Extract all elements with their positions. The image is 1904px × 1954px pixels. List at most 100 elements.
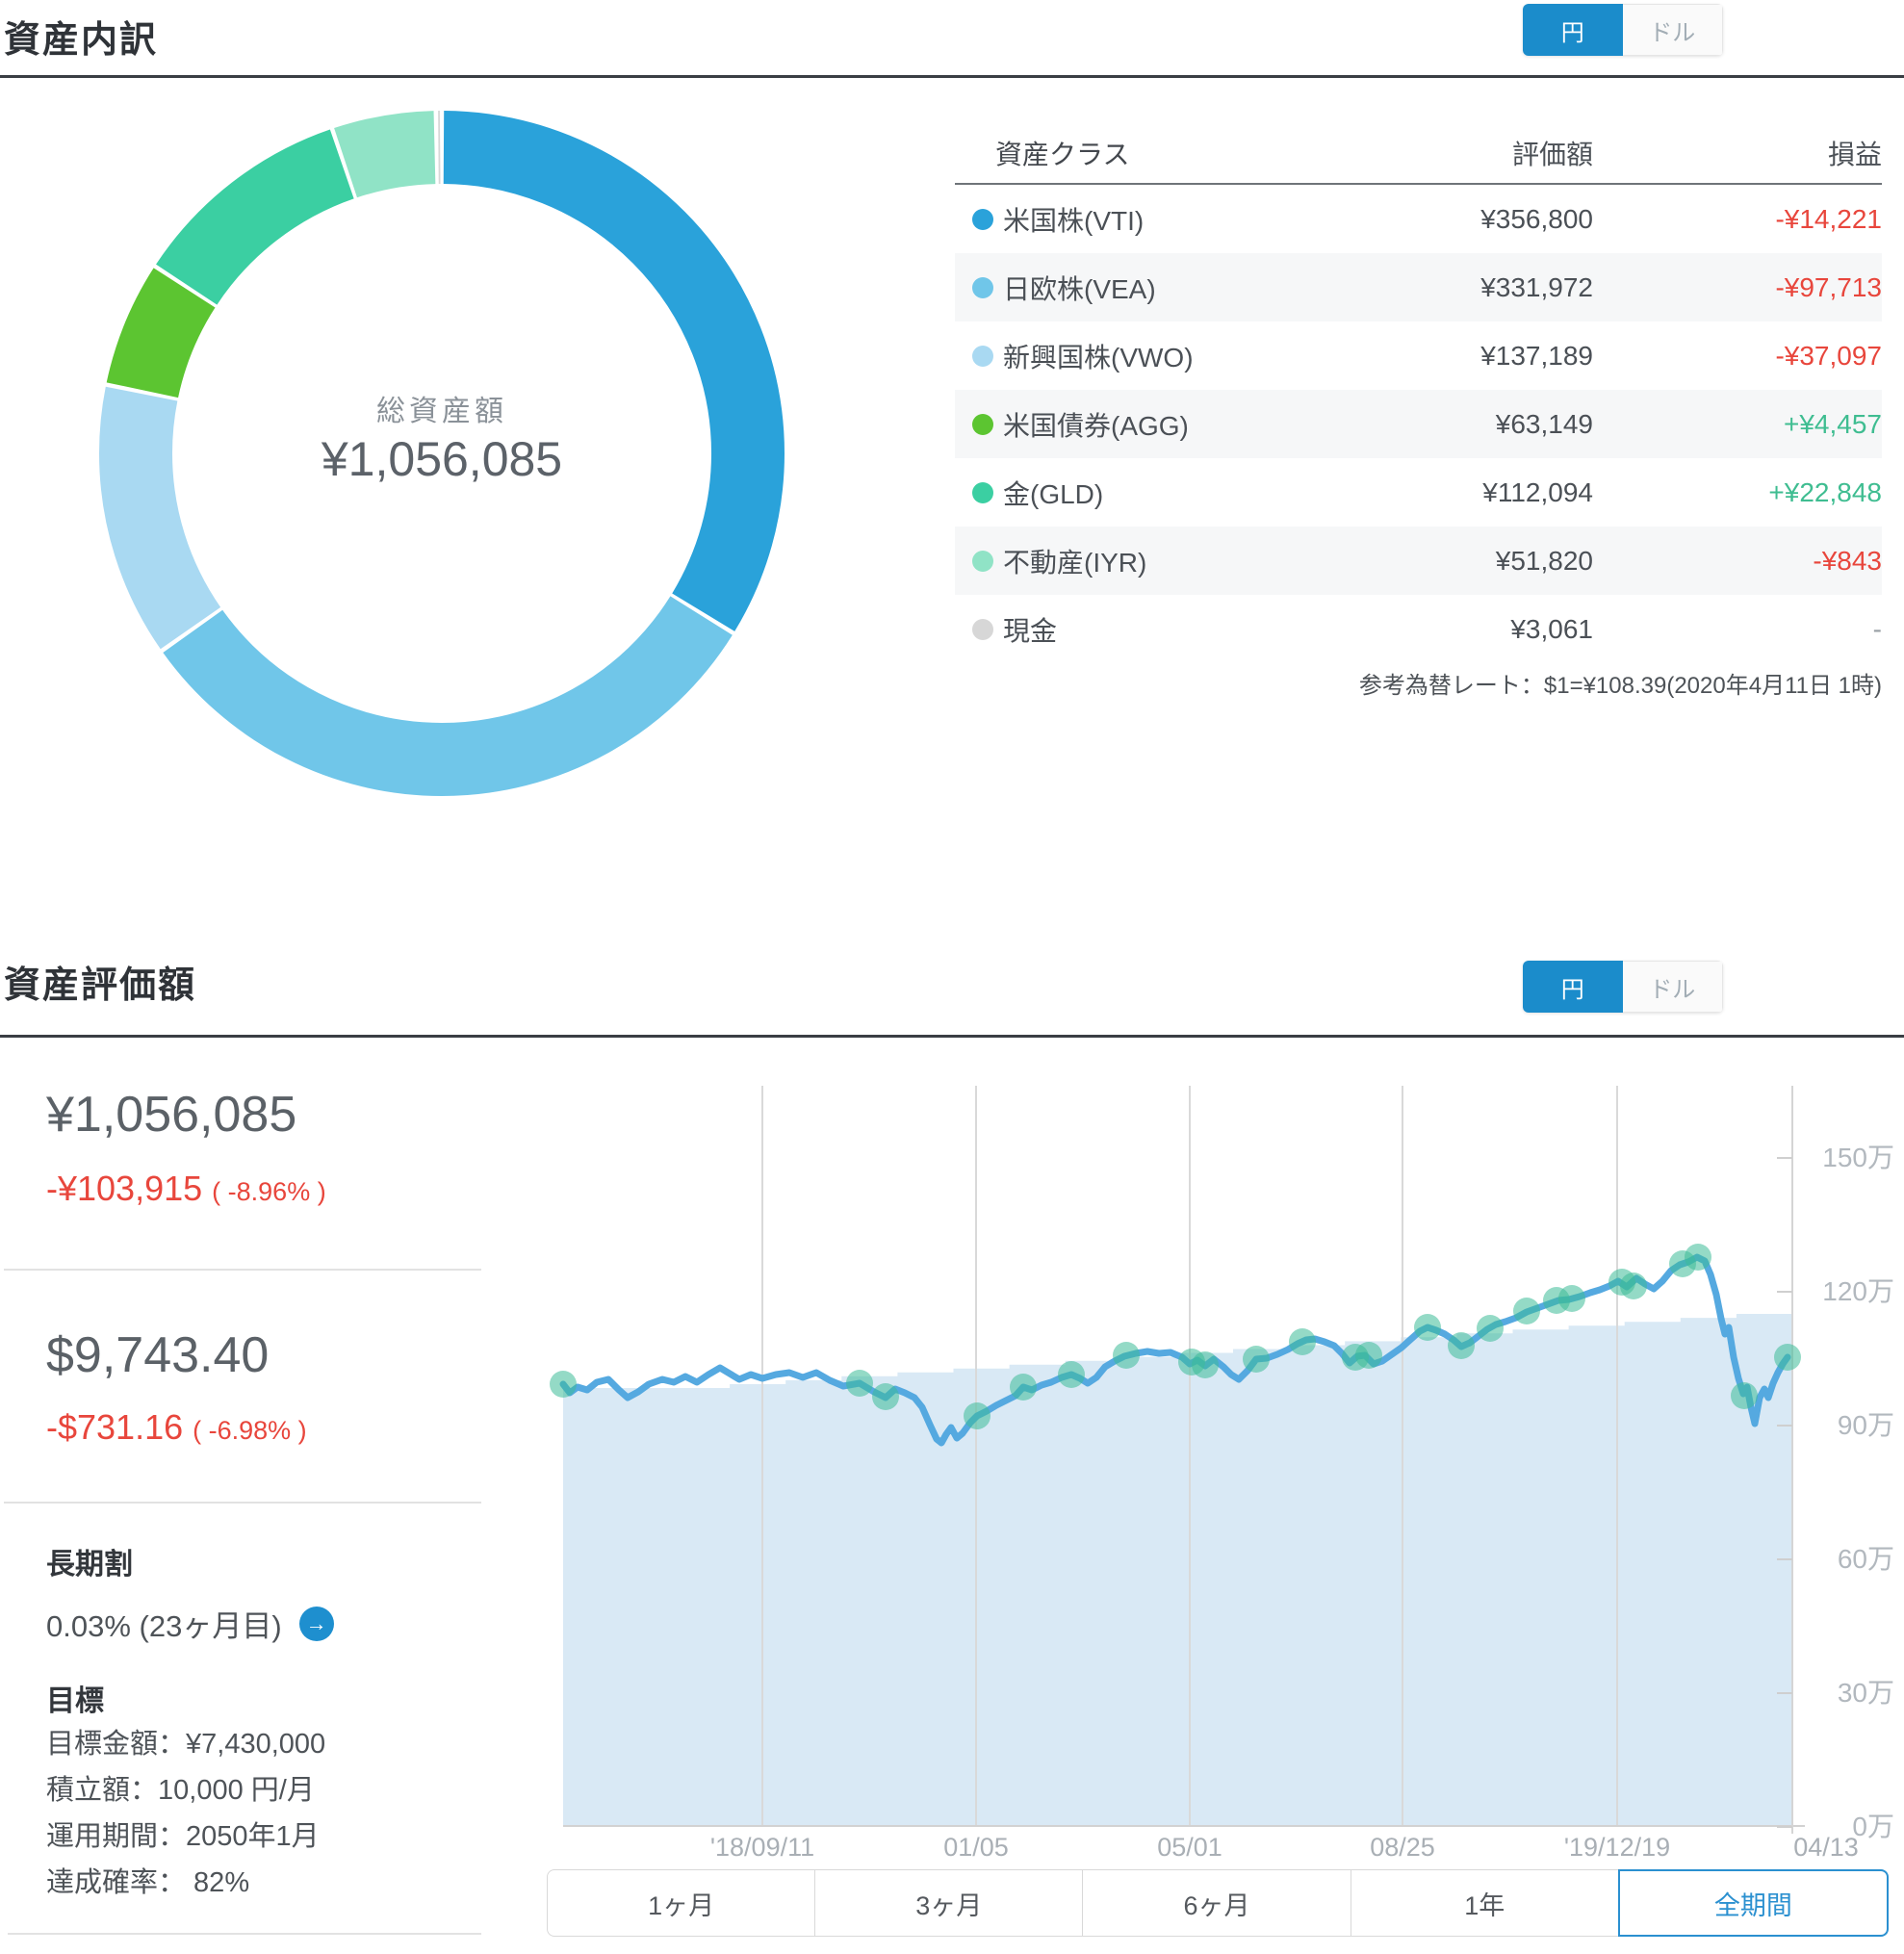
asset-class-label: 不動産(IYR) xyxy=(1003,547,1147,578)
asset-valuation: ¥356,800 xyxy=(1480,203,1593,234)
asset-table-rows: 米国株(VTI) ¥356,800 -¥14,221 日欧株(VEA) ¥331,972… xyxy=(955,185,1882,663)
y-tick-label: 0万 xyxy=(1852,1812,1894,1841)
range-button-全期間[interactable]: 全期間 xyxy=(1617,1869,1890,1937)
col-valuation: 評価額 xyxy=(1511,140,1593,169)
y-tick-label: 90万 xyxy=(1838,1410,1894,1440)
stats-divider xyxy=(8,1933,481,1935)
goal-amount: 目標金額：¥7,430,000 xyxy=(46,1729,326,1760)
toggle-dollar-button[interactable]: ドル xyxy=(1622,961,1723,1013)
x-tick-label: 04/13 xyxy=(1793,1833,1859,1862)
range-button-6ヶ月[interactable]: 6ヶ月 xyxy=(1082,1869,1351,1937)
deposit-marker-dot xyxy=(1342,1344,1369,1371)
change-usd: -$731.16 ( -6.98% ) xyxy=(46,1407,307,1447)
col-profit-loss: 損益 xyxy=(1827,140,1882,169)
deposit-marker-dot xyxy=(964,1402,991,1429)
asset-class-dot-icon xyxy=(972,550,993,572)
donut-center-value: ¥1,056,085 xyxy=(321,432,563,486)
deposit-marker-dot xyxy=(1513,1298,1540,1324)
asset-profit-loss: +¥22,848 xyxy=(1768,476,1882,507)
toggle-yen-button[interactable]: 円 xyxy=(1523,961,1623,1013)
asset-class-dot-icon xyxy=(972,208,993,230)
table-row: 新興国株(VWO) ¥137,189 -¥37,097 xyxy=(955,321,1882,390)
arrow-right-icon[interactable]: → xyxy=(298,1606,334,1641)
total-value-jpy: ¥1,056,085 xyxy=(46,1087,297,1143)
table-row: 現金 ¥3,061 - xyxy=(955,595,1882,663)
table-row: 日欧株(VEA) ¥331,972 -¥97,713 xyxy=(955,253,1882,321)
y-tick-label: 30万 xyxy=(1838,1678,1894,1708)
deposit-marker-dot xyxy=(1192,1351,1219,1378)
asset-profit-loss: -¥843 xyxy=(1813,545,1882,576)
currency-toggle-valuation: 円 ドル xyxy=(1523,961,1723,1013)
section-divider xyxy=(0,75,1904,78)
total-value-usd: $9,743.40 xyxy=(46,1327,270,1383)
x-tick-label: 05/01 xyxy=(1157,1833,1222,1862)
deposit-marker-dot xyxy=(1113,1342,1140,1369)
asset-class-label: 米国株(VTI) xyxy=(1003,205,1145,236)
deposit-marker-dot xyxy=(1620,1273,1647,1299)
deposit-marker-dot xyxy=(1543,1287,1570,1314)
asset-profit-loss: -¥97,713 xyxy=(1775,271,1882,302)
asset-valuation: ¥51,820 xyxy=(1495,545,1593,576)
x-tick-label: 08/25 xyxy=(1370,1833,1435,1862)
donut-center-label: 総資産額 xyxy=(376,396,507,427)
y-tick-label: 150万 xyxy=(1822,1143,1894,1172)
deposit-marker-dot xyxy=(1178,1349,1205,1376)
currency-toggle-allocation: 円 ドル xyxy=(1523,4,1723,56)
asset-class-label: 新興国株(VWO) xyxy=(1003,342,1194,373)
asset-class-dot-icon xyxy=(972,413,993,435)
toggle-yen-button[interactable]: 円 xyxy=(1523,4,1623,56)
deposit-marker-dot xyxy=(550,1371,577,1398)
monthly-deposit: 積立額：10,000 円/月 xyxy=(46,1775,315,1806)
section-title-valuation: 資産評価額 xyxy=(4,965,197,1006)
asset-profit-loss: +¥4,457 xyxy=(1784,408,1882,439)
asset-profit-loss: -¥14,221 xyxy=(1775,203,1882,234)
time-range-buttons: 1ヶ月 3ヶ月 6ヶ月 1年 全期間 xyxy=(547,1869,1890,1937)
toggle-dollar-button[interactable]: ドル xyxy=(1622,4,1723,56)
investment-period: 運用期間：2050年1月 xyxy=(46,1821,320,1852)
table-row: 米国債券(AGG) ¥63,149 +¥4,457 xyxy=(955,390,1882,458)
asset-class-dot-icon xyxy=(972,345,993,367)
asset-class-dot-icon xyxy=(972,481,993,503)
asset-class-label: 金(GLD) xyxy=(1003,478,1104,509)
asset-table-header: 資産クラス 評価額 損益 xyxy=(955,123,1882,185)
asset-valuation: ¥3,061 xyxy=(1510,613,1593,644)
asset-class-label: 日欧株(VEA) xyxy=(1003,273,1156,304)
deposit-marker-dot xyxy=(1669,1250,1696,1277)
range-button-3ヶ月[interactable]: 3ヶ月 xyxy=(814,1869,1084,1937)
deposit-marker-dot xyxy=(1731,1382,1758,1409)
stats-divider xyxy=(4,1269,481,1271)
section-title-allocation: 資産内訳 xyxy=(4,20,159,61)
goal-title: 目標 xyxy=(46,1685,104,1717)
table-row: 金(GLD) ¥112,094 +¥22,848 xyxy=(955,458,1882,527)
deposit-marker-dot xyxy=(1289,1328,1316,1355)
principal-area xyxy=(563,1310,1792,1826)
x-tick-label: 01/05 xyxy=(943,1833,1009,1862)
range-button-1年[interactable]: 1年 xyxy=(1350,1869,1619,1937)
x-tick-label: '18/09/11 xyxy=(710,1833,814,1862)
long-term-discount-row: 0.03% (23ヶ月目) → xyxy=(46,1602,334,1645)
deposit-marker-dot xyxy=(1414,1314,1441,1341)
range-button-1ヶ月[interactable]: 1ヶ月 xyxy=(547,1869,816,1937)
deposit-marker-dot xyxy=(1355,1342,1382,1369)
asset-profit-loss: -¥37,097 xyxy=(1775,340,1882,371)
deposit-marker-dot xyxy=(1058,1361,1085,1388)
long-term-discount-value: 0.03% (23ヶ月目) xyxy=(46,1609,282,1643)
deposit-marker-dot xyxy=(1774,1344,1801,1371)
value-line xyxy=(559,1253,1791,1447)
asset-valuation: ¥331,972 xyxy=(1480,271,1593,302)
y-tick-label: 120万 xyxy=(1822,1276,1894,1306)
deposit-marker-dot xyxy=(1243,1346,1270,1373)
deposit-marker-dot xyxy=(872,1383,899,1410)
asset-class-dot-icon xyxy=(972,276,993,298)
table-row: 米国株(VTI) ¥356,800 -¥14,221 xyxy=(955,185,1882,253)
fx-rate-note: 参考為替レート：$1=¥108.39(2020年4月11日 1時) xyxy=(1358,673,1882,699)
deposit-marker-dot xyxy=(1608,1269,1635,1296)
col-asset-class: 資産クラス xyxy=(995,140,1130,169)
deposit-marker-dot xyxy=(1685,1244,1711,1271)
change-jpy: -¥103,915 ( -8.96% ) xyxy=(46,1169,326,1208)
deposit-marker-dot xyxy=(1010,1374,1037,1401)
asset-valuation: ¥63,149 xyxy=(1495,408,1593,439)
deposit-marker-dot xyxy=(1558,1285,1585,1312)
asset-valuation: ¥137,189 xyxy=(1480,340,1593,371)
deposit-marker-dot xyxy=(1448,1332,1475,1359)
